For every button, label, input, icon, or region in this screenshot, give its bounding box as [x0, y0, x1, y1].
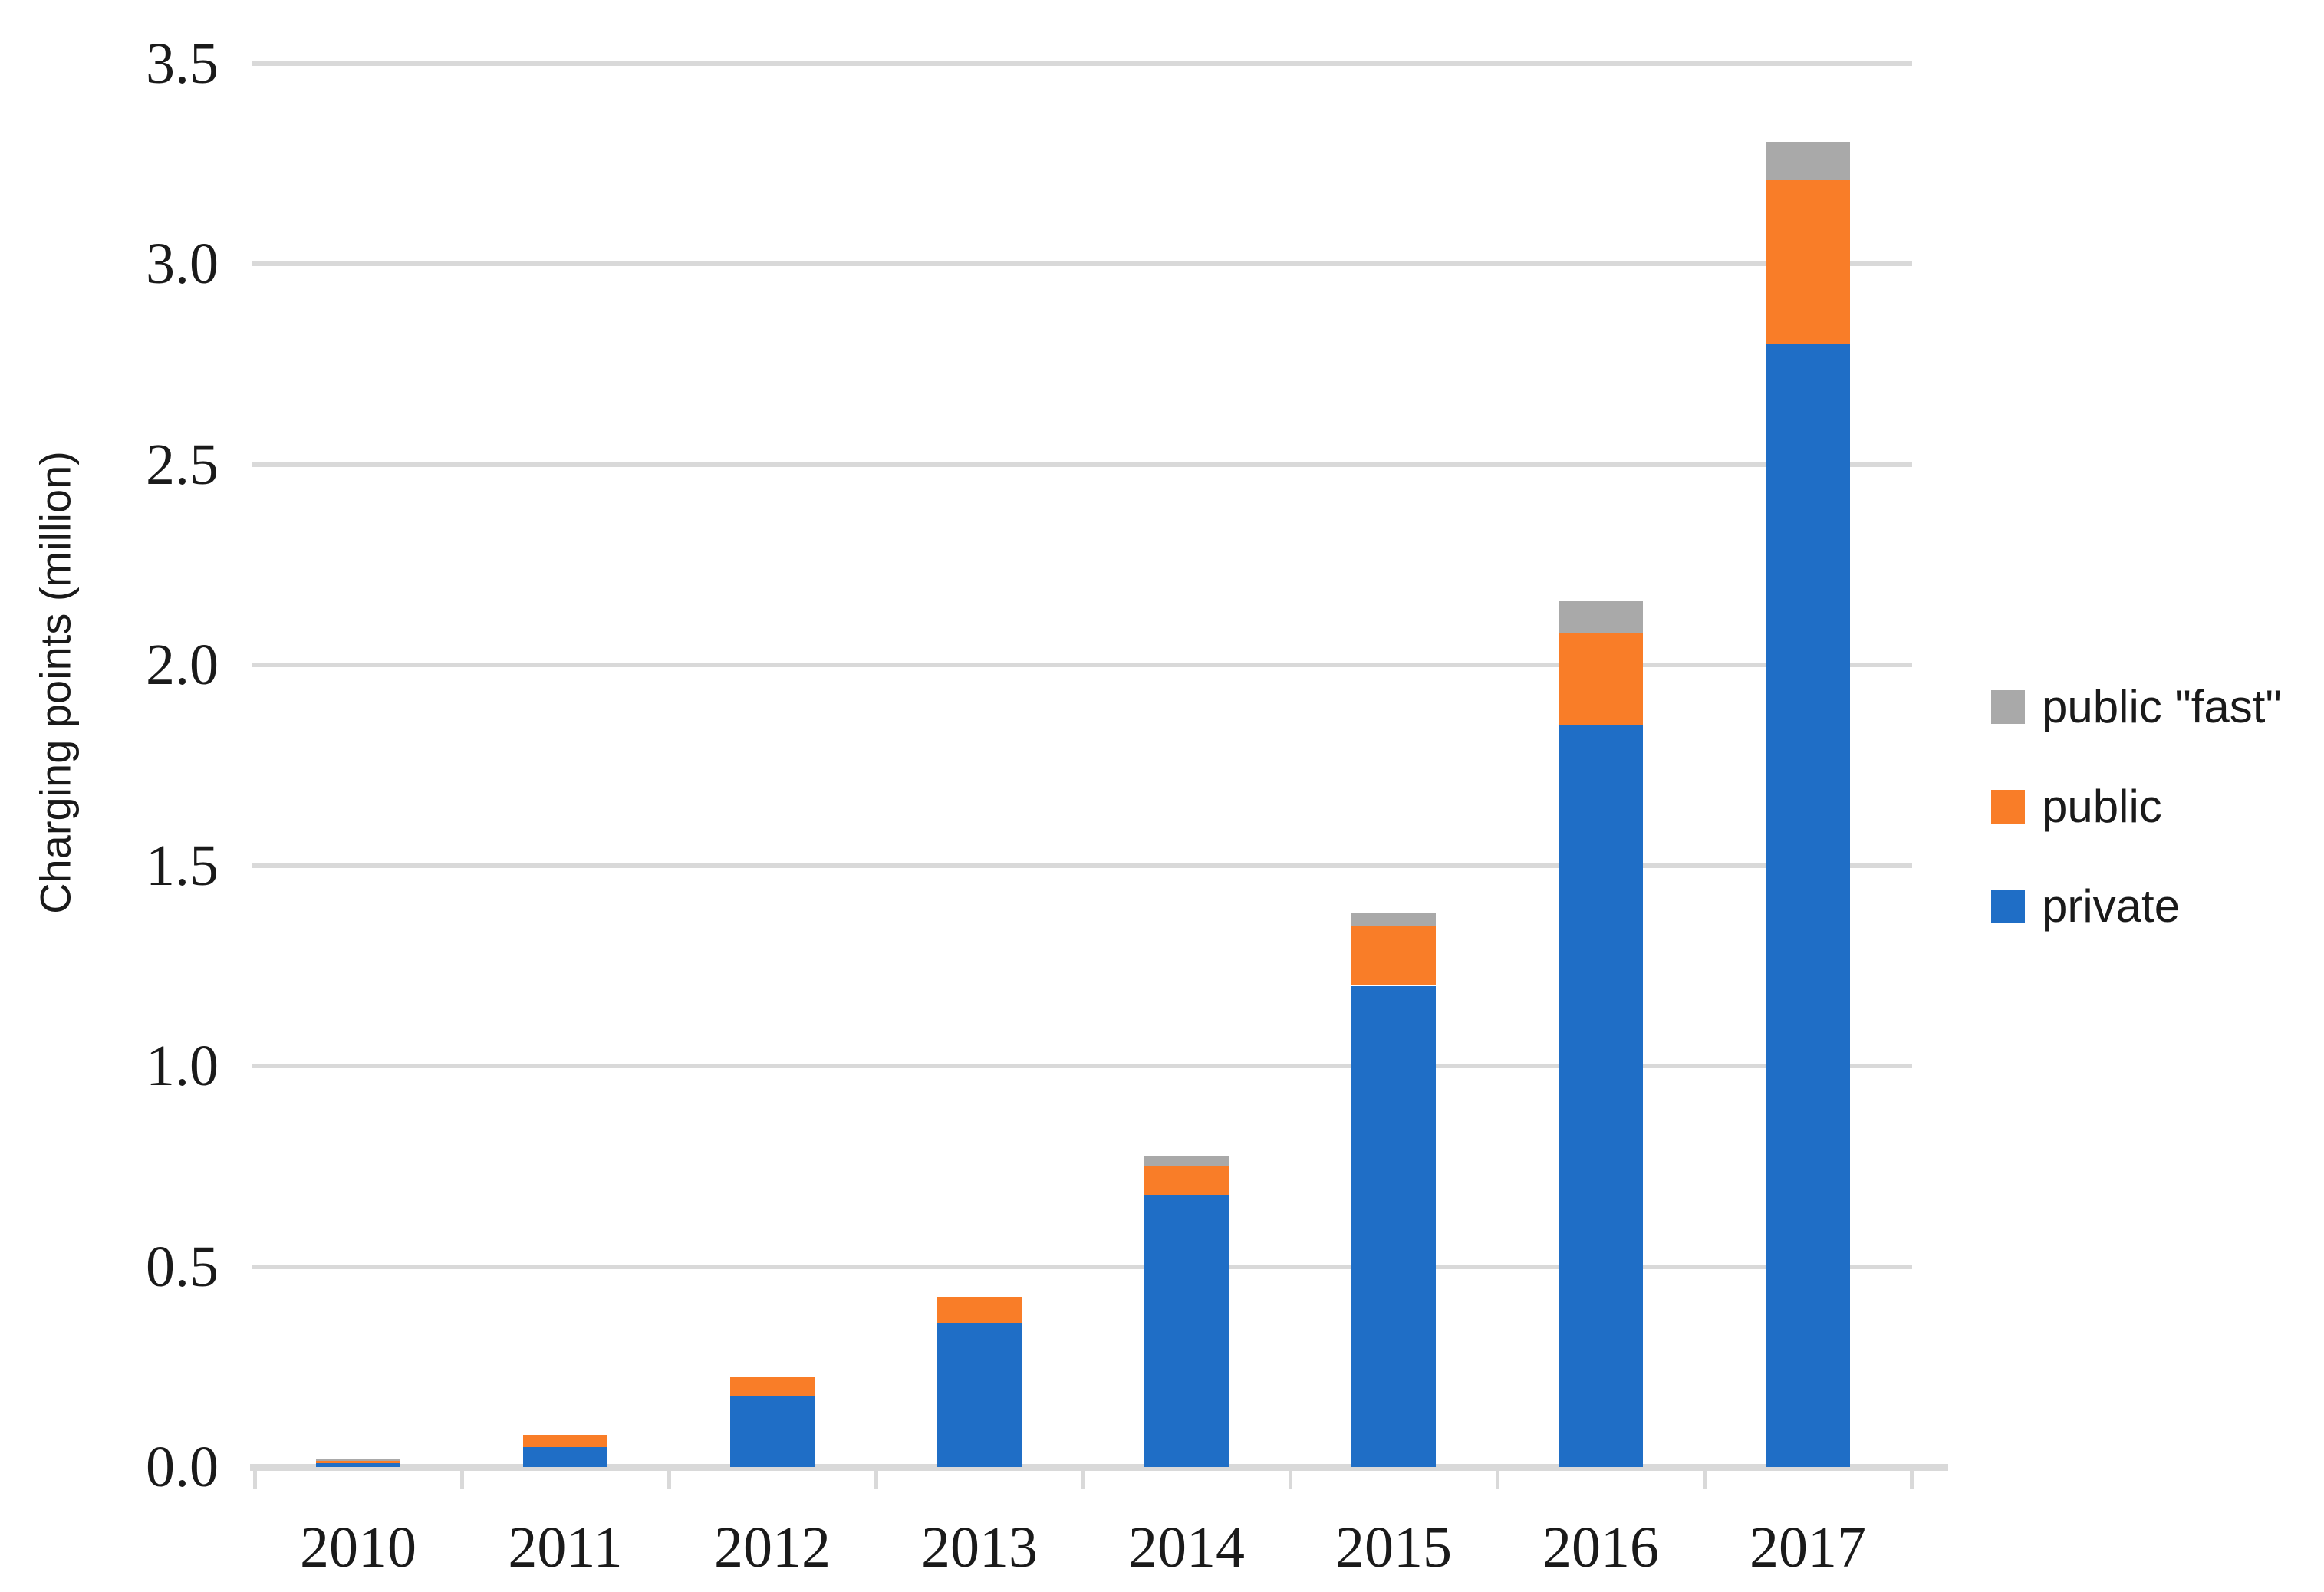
x-axis-tick: [1289, 1471, 1292, 1489]
bar-segment-2015-public-fast: [1351, 913, 1436, 926]
bar-segment-2012-private: [730, 1396, 815, 1467]
x-tick-label: 2011: [508, 1515, 623, 1580]
legend-label: public: [2042, 781, 2162, 832]
bar-segment-2016-private: [1559, 725, 1643, 1467]
x-tick-label: 2010: [300, 1515, 416, 1580]
x-axis-tick: [667, 1471, 671, 1489]
bar-segment-2013-private: [937, 1323, 1022, 1467]
gridline: [252, 663, 1912, 667]
y-tick-label: 2.5: [146, 433, 219, 497]
bar-segment-2014-private: [1144, 1194, 1229, 1467]
y-tick-label: 3.0: [146, 232, 219, 296]
bar-segment-2010-public: [316, 1460, 400, 1463]
gridline: [252, 462, 1912, 467]
legend-item-public-fast: public "fast": [1991, 682, 2282, 732]
bar-segment-2011-public: [523, 1435, 607, 1447]
gridline: [252, 1265, 1912, 1269]
y-tick-label: 1.5: [146, 834, 219, 898]
y-tick-label: 0.0: [146, 1435, 219, 1499]
x-axis-tick: [874, 1471, 878, 1489]
bar-segment-2017-public-fast: [1766, 142, 1850, 180]
x-axis-tick: [1081, 1471, 1085, 1489]
x-tick-label: 2013: [921, 1515, 1038, 1580]
x-axis-tick: [253, 1471, 257, 1489]
x-tick-label: 2016: [1542, 1515, 1659, 1580]
legend-swatch-public: [1991, 790, 2025, 824]
bar-segment-2016-public: [1559, 633, 1643, 725]
x-axis-tick: [1496, 1471, 1499, 1489]
legend-label: private: [2042, 880, 2181, 932]
legend-item-public: public: [1991, 781, 2162, 832]
gridline: [252, 863, 1912, 868]
x-axis-tick: [1703, 1471, 1707, 1489]
gridline: [252, 261, 1912, 266]
bar-segment-2012-public: [730, 1377, 815, 1396]
y-tick-label: 2.0: [146, 633, 219, 697]
x-axis-tick: [1910, 1471, 1914, 1489]
bar-segment-2016-public-fast: [1559, 601, 1643, 633]
x-tick-label: 2014: [1128, 1515, 1245, 1580]
legend-swatch-private: [1991, 890, 2025, 923]
x-axis-line: [250, 1464, 1948, 1471]
x-axis-tick: [460, 1471, 464, 1489]
legend-swatch-public-fast: [1991, 690, 2025, 724]
bar-segment-2010-public-fast: [316, 1459, 400, 1461]
x-tick-label: 2015: [1335, 1515, 1452, 1580]
bar-segment-2017-public: [1766, 180, 1850, 344]
bar-segment-2010-private: [316, 1463, 400, 1467]
legend-label: public "fast": [2042, 681, 2282, 732]
bar-segment-2014-public-fast: [1144, 1156, 1229, 1166]
bar-segment-2015-public: [1351, 926, 1436, 985]
bar-segment-2013-public: [937, 1297, 1022, 1323]
x-tick-label: 2012: [714, 1515, 831, 1580]
x-tick-label: 2017: [1750, 1515, 1866, 1580]
gridline: [252, 61, 1912, 66]
y-tick-label: 1.0: [146, 1034, 219, 1098]
bar-segment-2014-public: [1144, 1166, 1229, 1195]
bar-segment-2017-private: [1766, 344, 1850, 1467]
y-tick-label: 0.5: [146, 1235, 219, 1299]
bar-segment-2015-private: [1351, 986, 1436, 1467]
y-tick-label: 3.5: [146, 31, 219, 96]
bar-segment-2011-private: [523, 1447, 607, 1467]
gridline: [252, 1064, 1912, 1068]
legend-item-private: private: [1991, 881, 2180, 932]
